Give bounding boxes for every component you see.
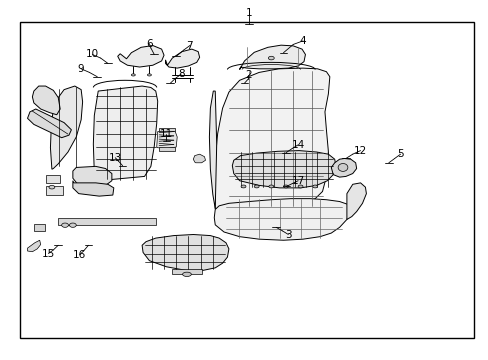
Bar — [158, 128, 175, 131]
Polygon shape — [93, 86, 158, 181]
Text: 5: 5 — [396, 149, 403, 159]
Ellipse shape — [337, 163, 347, 171]
Polygon shape — [27, 109, 71, 138]
Text: 15: 15 — [42, 248, 55, 258]
Ellipse shape — [131, 74, 135, 76]
Polygon shape — [73, 166, 112, 186]
Polygon shape — [239, 45, 305, 69]
Ellipse shape — [254, 185, 259, 188]
Bar — [45, 186, 62, 195]
Polygon shape — [209, 91, 216, 209]
Ellipse shape — [298, 185, 303, 188]
Polygon shape — [32, 86, 60, 115]
Bar — [158, 147, 175, 150]
Polygon shape — [157, 130, 177, 148]
Polygon shape — [50, 86, 82, 169]
Polygon shape — [214, 68, 329, 210]
Text: 11: 11 — [160, 129, 173, 139]
Text: 13: 13 — [108, 153, 122, 163]
Ellipse shape — [69, 223, 76, 227]
Text: 14: 14 — [291, 140, 304, 150]
Bar — [34, 225, 44, 231]
Ellipse shape — [147, 74, 151, 76]
Ellipse shape — [49, 185, 55, 189]
Polygon shape — [346, 183, 366, 220]
Text: 3: 3 — [285, 230, 291, 239]
Polygon shape — [165, 49, 199, 68]
Ellipse shape — [312, 185, 317, 188]
Text: 17: 17 — [291, 176, 304, 186]
Polygon shape — [330, 158, 356, 177]
Bar — [45, 175, 60, 183]
Ellipse shape — [241, 185, 245, 188]
Text: 7: 7 — [186, 41, 193, 50]
Text: 9: 9 — [78, 64, 84, 74]
Polygon shape — [214, 199, 350, 240]
Polygon shape — [142, 234, 228, 270]
Text: 2: 2 — [244, 70, 251, 80]
Ellipse shape — [182, 272, 191, 276]
Text: 8: 8 — [178, 69, 184, 79]
Text: 6: 6 — [146, 39, 152, 49]
Text: 12: 12 — [353, 145, 366, 156]
Polygon shape — [232, 150, 335, 188]
Polygon shape — [118, 45, 163, 67]
Ellipse shape — [268, 185, 273, 188]
Ellipse shape — [283, 185, 288, 188]
Bar — [58, 219, 156, 225]
Text: 10: 10 — [85, 49, 99, 59]
Polygon shape — [27, 240, 41, 252]
Polygon shape — [73, 181, 114, 196]
Ellipse shape — [61, 223, 68, 227]
Bar — [172, 269, 201, 274]
Ellipse shape — [268, 56, 274, 60]
Bar — [20, 22, 473, 338]
Text: 16: 16 — [73, 249, 86, 260]
Text: 4: 4 — [299, 36, 305, 46]
Text: 1: 1 — [245, 8, 252, 18]
Polygon shape — [193, 154, 205, 163]
